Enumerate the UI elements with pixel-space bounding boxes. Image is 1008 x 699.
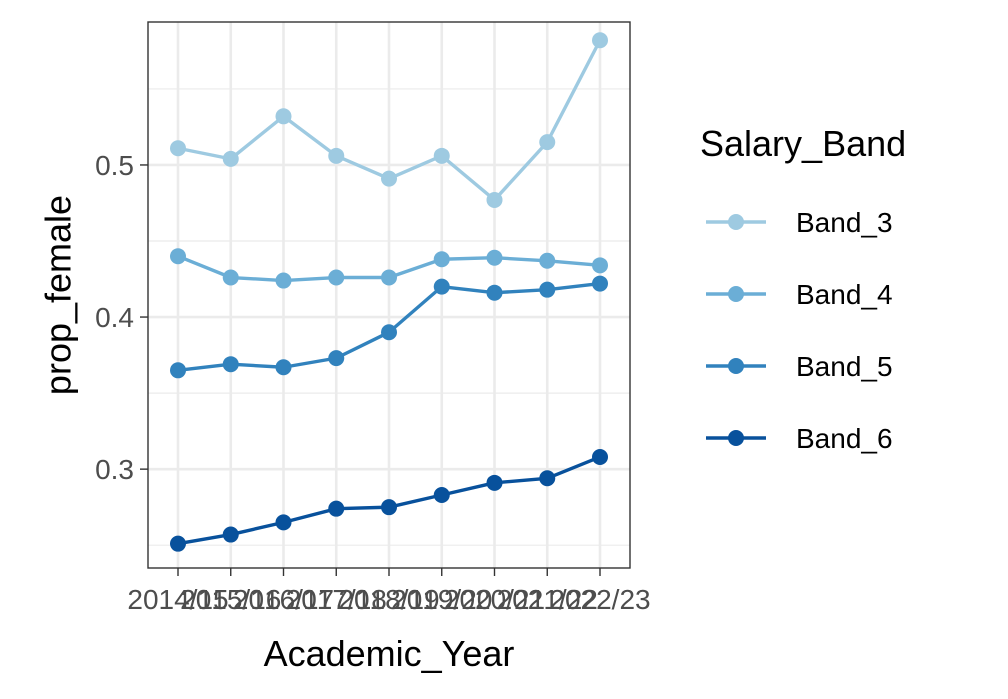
data-point	[275, 272, 292, 289]
data-point	[275, 359, 292, 376]
x-tick-label: 2019/20	[391, 584, 492, 615]
y-axis: 0.3 0.4 0.5	[95, 150, 148, 485]
x-tick-label: 2021/22	[497, 584, 598, 615]
data-point	[222, 150, 239, 167]
data-point	[433, 251, 450, 268]
data-point	[433, 147, 450, 164]
data-point	[381, 269, 397, 286]
legend-label: Band_6	[796, 423, 893, 454]
grid-major	[148, 22, 630, 568]
data-point	[433, 278, 450, 295]
y-tick-label: 0.5	[95, 150, 134, 181]
data-point	[592, 275, 608, 292]
legend-label: Band_4	[796, 279, 893, 310]
data-point	[592, 32, 608, 49]
data-point	[486, 191, 503, 208]
data-point	[170, 535, 186, 552]
y-tick-label: 0.4	[95, 302, 134, 333]
y-axis-label: prop_female	[38, 195, 79, 395]
data-point	[486, 249, 503, 266]
legend-key-point	[728, 214, 744, 230]
data-point	[539, 252, 556, 269]
y-tick-label: 0.3	[95, 454, 134, 485]
x-tick-label: 2020/21	[444, 584, 545, 615]
data-point	[381, 170, 397, 187]
x-tick-label: 2018/19	[338, 584, 439, 615]
data-point	[539, 281, 556, 298]
data-point	[222, 269, 239, 286]
x-tick-label: 2022/23	[549, 584, 650, 615]
data-point	[222, 526, 239, 543]
data-point	[592, 448, 608, 465]
data-point	[328, 500, 345, 517]
data-point	[539, 134, 556, 151]
legend: Salary_Band Band_3 Band_4 Band_5 Band_6	[700, 123, 906, 454]
legend-key-point	[728, 286, 744, 302]
x-axis: 2014/152015/162016/172017/182018/192019/…	[127, 568, 651, 615]
data-point	[328, 147, 345, 164]
data-point	[275, 514, 292, 531]
legend-title: Salary_Band	[700, 123, 906, 164]
x-tick-label: 2014/15	[127, 584, 228, 615]
data-point	[381, 499, 397, 516]
legend-key-point	[728, 430, 744, 446]
legend-label: Band_5	[796, 351, 893, 382]
data-point	[433, 486, 450, 503]
data-point	[328, 269, 345, 286]
x-axis-label: Academic_Year	[264, 633, 515, 674]
series-layer	[170, 32, 608, 552]
data-point	[222, 356, 239, 373]
data-point	[539, 470, 556, 487]
x-tick-label: 2015/16	[180, 584, 281, 615]
data-point	[592, 257, 608, 274]
data-point	[328, 350, 345, 367]
data-point	[275, 108, 292, 125]
legend-label: Band_3	[796, 207, 893, 238]
data-point	[381, 324, 397, 341]
data-point	[170, 362, 186, 379]
data-point	[486, 284, 503, 301]
x-tick-label: 2017/18	[286, 584, 387, 615]
x-tick-label: 2016/17	[233, 584, 334, 615]
data-point	[486, 474, 503, 491]
legend-key-point	[728, 358, 744, 374]
data-point	[170, 248, 186, 265]
data-point	[170, 140, 186, 157]
